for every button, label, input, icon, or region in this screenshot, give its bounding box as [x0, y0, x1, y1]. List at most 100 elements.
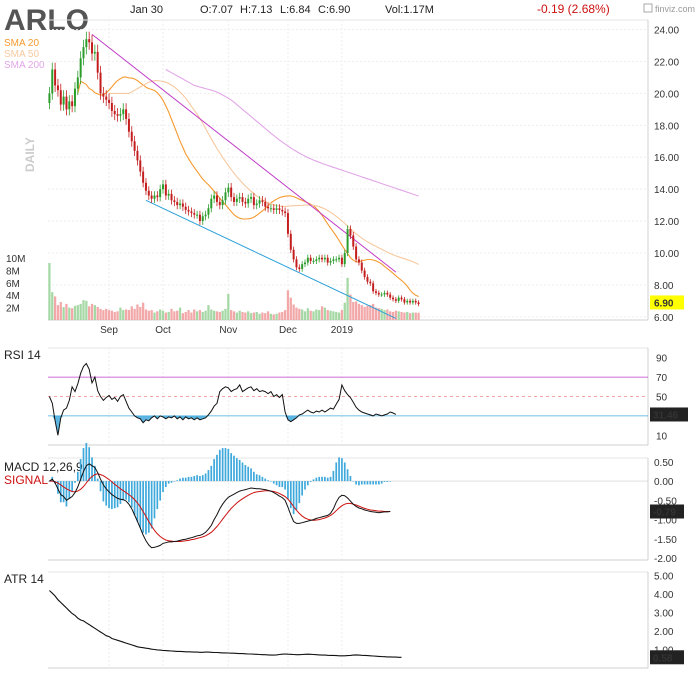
period-label: DAILY: [23, 137, 37, 172]
macd-histogram-bar: [184, 477, 187, 482]
candle-body: [213, 195, 216, 199]
candle-body: [68, 101, 71, 110]
volume-bar: [352, 302, 355, 320]
volume-bar: [65, 303, 68, 320]
candle-body: [363, 270, 366, 277]
volume-bar: [141, 302, 145, 320]
rsi-tick-label: 70: [656, 373, 668, 384]
macd-histogram-bar: [253, 471, 255, 482]
macd-histogram-bar: [230, 453, 233, 482]
candle-body: [88, 39, 91, 43]
price-tick-label: 22.00: [654, 57, 679, 68]
rsi-value-badge-bg: [650, 407, 688, 422]
volume-bar: [417, 312, 420, 320]
sma-lines: [77, 69, 419, 298]
volume-bar: [235, 312, 238, 320]
last-price-badge-bg: [650, 295, 684, 310]
volume-tick-label: 10M: [6, 254, 25, 265]
volume-bar: [266, 311, 270, 320]
candle-body: [91, 42, 94, 54]
trendline-upper: [91, 33, 397, 273]
volume-bar: [127, 310, 131, 320]
macd-histogram-bar: [128, 481, 130, 503]
volume-bar: [230, 310, 233, 320]
macd-histogram-bar: [278, 481, 281, 488]
candle-body: [338, 257, 341, 260]
volume-bar: [252, 312, 256, 320]
candle-body: [360, 262, 363, 271]
volume-bar: [88, 306, 91, 320]
macd-title: MACD 12,26,9: [4, 460, 83, 474]
macd-histogram-bar: [238, 459, 241, 482]
macd-histogram-bar: [383, 481, 386, 482]
candle-body: [383, 292, 386, 295]
volume-bar: [394, 310, 397, 320]
candle-body: [278, 208, 281, 210]
candle-body: [93, 51, 96, 54]
candle-body: [392, 297, 395, 300]
candle-body: [59, 90, 62, 105]
volume-bar: [147, 310, 150, 320]
macd-histogram-bar: [62, 481, 65, 503]
candle-body: [167, 193, 170, 196]
rsi-oversold-fill: [49, 415, 419, 436]
candle-body: [139, 160, 142, 172]
macd-histogram-bar: [116, 481, 119, 508]
macd-tick-label: 0.50: [654, 458, 674, 469]
grid-lines: [48, 19, 649, 669]
volume-bar: [150, 310, 153, 320]
macd-histogram-bar: [358, 481, 360, 486]
macd-histogram-bar: [142, 481, 144, 533]
volume-bar: [323, 307, 327, 320]
volume-bar: [90, 303, 94, 320]
macd-histogram-bar: [281, 481, 284, 488]
candle-body: [224, 192, 227, 201]
macd-histogram-bar: [119, 481, 122, 504]
volume-bar: [224, 308, 227, 320]
candle-body: [108, 99, 111, 103]
candle-body: [116, 114, 119, 116]
candlesticks: [48, 31, 420, 307]
candle-body: [357, 259, 360, 263]
candle-body: [403, 299, 406, 303]
candle-body: [414, 300, 417, 303]
volume-bar: [335, 311, 338, 320]
date-tick-label: Dec: [279, 325, 297, 336]
volume-bar: [295, 307, 298, 320]
volume-bar: [340, 310, 344, 320]
candle-body: [409, 300, 412, 303]
macd-tick-label: -1.50: [654, 535, 677, 546]
rsi-line: [48, 362, 397, 436]
candle-body: [326, 257, 329, 263]
trendlines: [91, 33, 397, 319]
macd-tick-label: -2.00: [654, 554, 677, 565]
candle-body: [113, 110, 116, 115]
candle-body: [321, 257, 324, 260]
brand-logo[interactable]: finviz.com: [655, 4, 695, 14]
macd-histogram-bar: [173, 481, 176, 482]
signal-line: [49, 473, 391, 542]
price-tick-label: 10.00: [654, 249, 679, 260]
volume-bar: [349, 294, 352, 320]
macd-line: [49, 463, 391, 549]
atr-tick-label: 5.00: [654, 572, 674, 583]
macd-histogram-bar: [133, 481, 136, 515]
macd-histogram-bar: [196, 475, 198, 482]
macd-histogram-bar: [366, 481, 369, 485]
candle-body: [127, 118, 130, 132]
candle-body: [179, 203, 182, 206]
volume-bar: [406, 311, 409, 320]
candle-body: [79, 58, 82, 78]
candle-body: [394, 299, 397, 301]
macd-histogram-bar: [352, 481, 355, 482]
candle-body: [295, 259, 298, 268]
candle-body: [306, 257, 309, 263]
candle-body: [346, 229, 349, 253]
candle-body: [301, 264, 304, 269]
volume-bar: [261, 312, 264, 320]
volume-bar: [190, 312, 193, 320]
macd-histogram-bar: [99, 481, 102, 492]
atr-tick-label: 3.00: [654, 609, 674, 620]
macd-histogram-bar: [156, 481, 159, 510]
